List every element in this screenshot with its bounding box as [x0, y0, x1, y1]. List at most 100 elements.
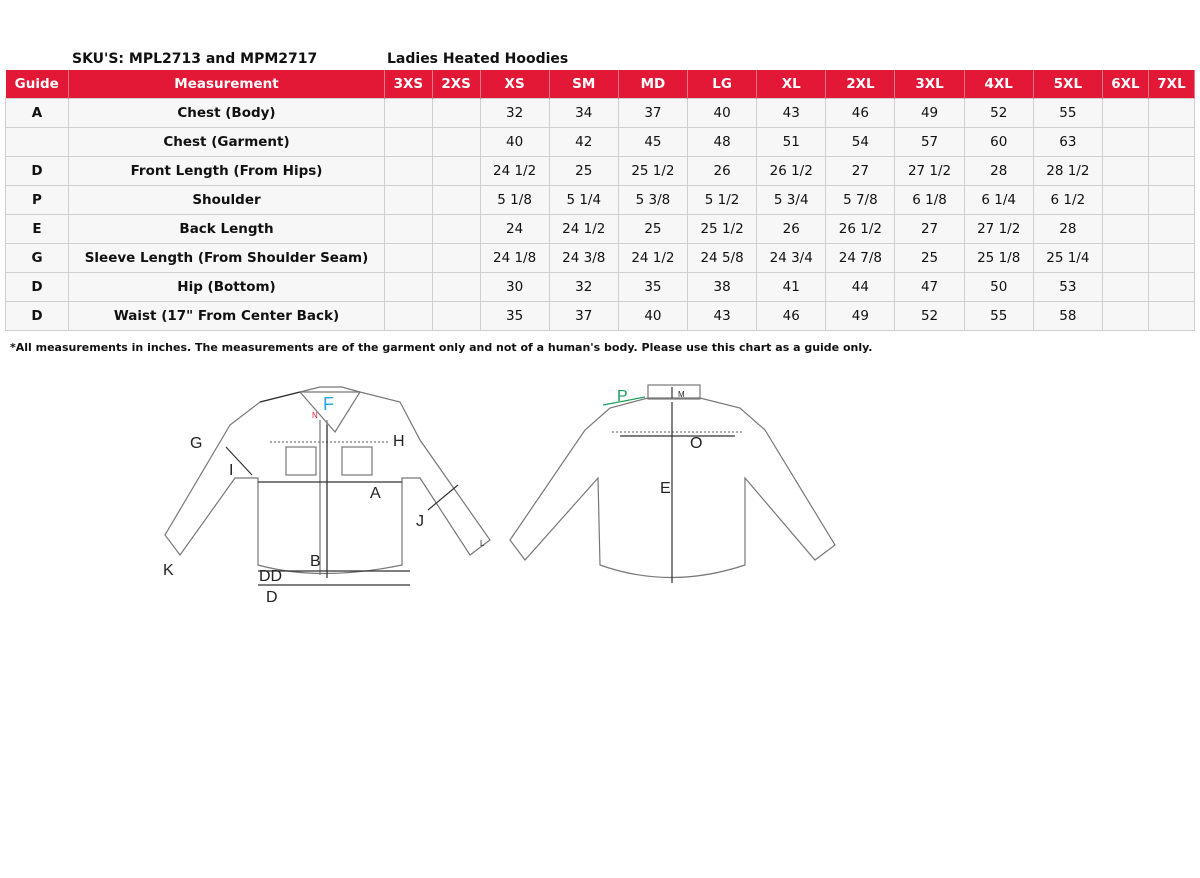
column-header: 3XS [384, 70, 433, 99]
column-header: 5XL [1033, 70, 1103, 99]
label-e: E [660, 480, 671, 497]
size-value-cell: 40 [617, 301, 689, 331]
guide-cell: E [5, 214, 69, 244]
size-value-cell: 38 [686, 272, 758, 302]
size-value-cell: 5 7/8 [825, 185, 896, 215]
size-value-cell [384, 301, 433, 331]
size-value-cell: 41 [756, 272, 827, 302]
size-value-cell: 28 1/2 [1032, 156, 1103, 186]
size-value-cell: 53 [1032, 272, 1103, 302]
size-value-cell: 55 [963, 301, 1034, 331]
column-header: Measurement [68, 70, 385, 99]
size-value-cell: 5 3/8 [617, 185, 689, 215]
table-row: Chest (Garment) 40 42 45 48 51 54 57 60 63 [5, 127, 1196, 157]
size-value-cell: 26 [756, 214, 827, 244]
label-n: N [312, 411, 318, 420]
sku-heading: SKU'S: MPL2713 and MPM2717 [72, 51, 318, 67]
column-header: LG [687, 70, 758, 99]
size-value-cell: 28 [963, 156, 1034, 186]
size-value-cell: 24 7/8 [825, 243, 896, 273]
label-f: F [323, 394, 334, 414]
label-g: G [190, 435, 202, 452]
size-value-cell: 35 [479, 301, 550, 331]
guide-cell: P [5, 185, 69, 215]
size-chart-table: Guide Measurement 3XS 2XS XS SM MD LG XL 2XL 3XL 4X… [5, 70, 1196, 331]
size-value-cell: 24 3/8 [548, 243, 619, 273]
table-row: D Hip (Bottom) 30 32 35 38 41 44 47 50 53 [5, 272, 1196, 302]
table-row: G Sleeve Length (From Shoulder Seam) 24 1/… [5, 243, 1196, 273]
measurement-cell: Waist (17" From Center Back) [68, 301, 385, 331]
guide-cell: D [5, 156, 69, 186]
size-value-cell: 42 [548, 127, 619, 157]
size-value-cell: 26 1/2 [825, 214, 896, 244]
label-dd: DD [259, 568, 282, 585]
table-row: E Back Length 24 24 1/2 25 25 1/2 26 26 1/2 27 27… [5, 214, 1196, 244]
size-value-cell [431, 214, 481, 244]
size-value-cell: 24 1/8 [479, 243, 550, 273]
size-value-cell: 63 [1032, 127, 1103, 157]
back-view-shirt [509, 384, 836, 583]
size-value-cell: 46 [825, 98, 896, 128]
size-value-cell: 47 [894, 272, 965, 302]
label-h: H [393, 433, 405, 450]
size-value-cell: 46 [756, 301, 827, 331]
size-value-cell: 40 [479, 127, 550, 157]
label-k: K [163, 562, 174, 579]
size-value-cell: 58 [1032, 301, 1103, 331]
size-value-cell: 24 3/4 [756, 243, 827, 273]
size-value-cell: 55 [1032, 98, 1103, 128]
measurement-cell: Front Length (From Hips) [68, 156, 385, 186]
column-header: SM [549, 70, 619, 99]
size-value-cell [1101, 301, 1149, 331]
size-value-cell: 52 [963, 98, 1034, 128]
size-value-cell: 34 [548, 98, 619, 128]
size-value-cell: 25 [548, 156, 619, 186]
size-value-cell [1101, 243, 1149, 273]
column-header: XL [756, 70, 827, 99]
size-value-cell: 25 1/8 [963, 243, 1034, 273]
size-value-cell [1101, 98, 1149, 128]
guide-cell: G [5, 243, 69, 273]
size-value-cell [384, 156, 433, 186]
disclaimer-note: *All measurements in inches. The measure… [10, 341, 873, 354]
size-value-cell [1101, 185, 1149, 215]
column-header: 4XL [964, 70, 1034, 99]
size-value-cell: 30 [479, 272, 550, 302]
size-value-cell: 5 1/2 [686, 185, 758, 215]
size-value-cell: 32 [548, 272, 619, 302]
size-value-cell: 57 [894, 127, 965, 157]
size-value-cell: 27 1/2 [963, 214, 1034, 244]
column-header: 7XL [1148, 70, 1196, 99]
size-value-cell: 37 [617, 98, 689, 128]
table-row: P Shoulder 5 1/8 5 1/4 5 3/8 5 1/2 5 3/4 5 7/8 6… [5, 185, 1196, 215]
column-header: 6XL [1102, 70, 1149, 99]
measurement-cell: Shoulder [68, 185, 385, 215]
label-j: J [416, 513, 424, 530]
size-value-cell: 24 [479, 214, 550, 244]
size-value-cell [384, 272, 433, 302]
label-a: A [370, 485, 381, 502]
table-row: D Front Length (From Hips) 24 1/2 25 25 1/2 2… [5, 156, 1196, 186]
measurement-cell: Back Length [68, 214, 385, 244]
column-header: 2XS [432, 70, 481, 99]
table-row: D Waist (17" From Center Back) 35 37 40 43 46 4… [5, 301, 1196, 331]
size-value-cell [1101, 272, 1149, 302]
size-value-cell: 28 [1032, 214, 1103, 244]
guide-cell: A [5, 98, 69, 128]
guide-cell: D [5, 272, 69, 302]
size-value-cell [1147, 185, 1196, 215]
size-value-cell: 5 1/8 [479, 185, 550, 215]
size-value-cell [384, 127, 433, 157]
column-header: 2XL [825, 70, 896, 99]
label-b: B [310, 553, 321, 570]
column-header: XS [480, 70, 550, 99]
size-value-cell [431, 243, 481, 273]
label-m: M [678, 390, 685, 399]
size-value-cell [384, 243, 433, 273]
label-p: P [617, 388, 628, 405]
size-value-cell: 43 [686, 301, 758, 331]
size-value-cell: 43 [756, 98, 827, 128]
measurement-cell: Chest (Garment) [68, 127, 385, 157]
size-value-cell: 25 1/4 [1032, 243, 1103, 273]
product-title: Ladies Heated Hoodies [387, 51, 569, 67]
